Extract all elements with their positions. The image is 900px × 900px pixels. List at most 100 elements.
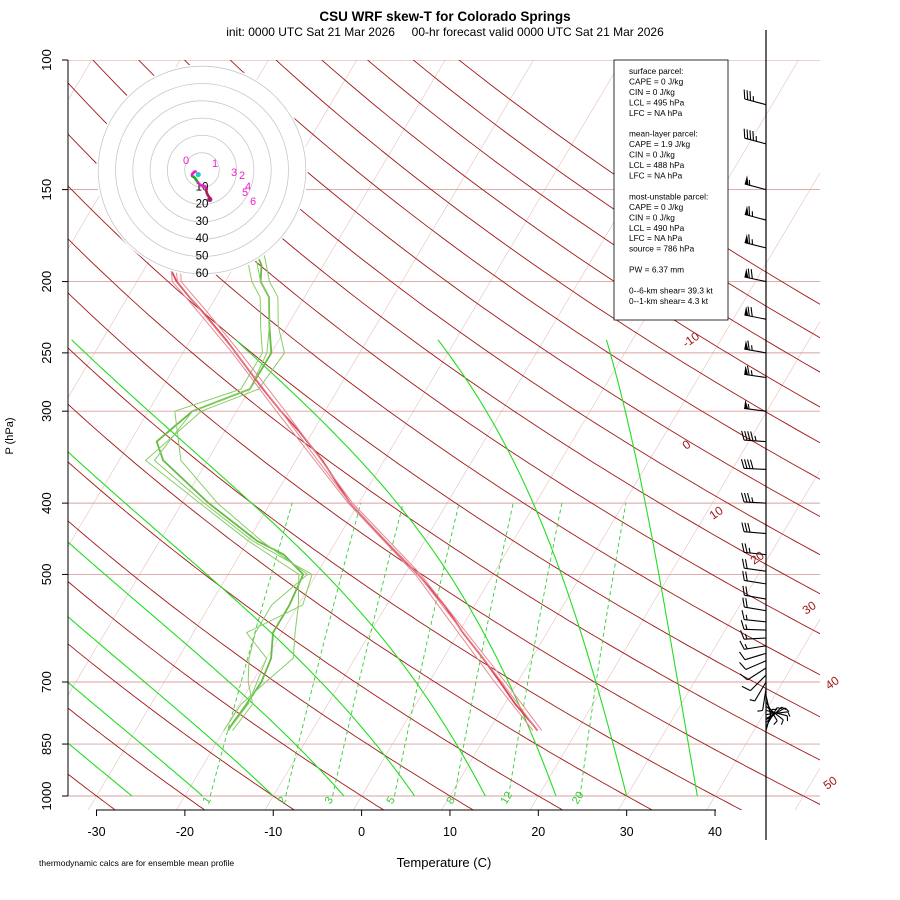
isobar-lines	[68, 60, 820, 797]
x-axis-title: Temperature (C)	[397, 855, 492, 870]
hodograph-end-marker	[207, 196, 213, 203]
wind-barb-shaft	[744, 213, 767, 221]
wind-barb-flag	[744, 175, 749, 185]
isotherm-line	[529, 321, 820, 810]
wind-barb-full	[750, 431, 754, 441]
wind-barb	[765, 695, 772, 720]
wind-barb	[742, 570, 767, 585]
wind-barb-shaft	[765, 695, 772, 717]
x-tick-label: -30	[87, 825, 105, 839]
wind-barb	[744, 399, 767, 412]
hodograph-height-label: 0	[183, 155, 189, 167]
info-box-line: LCL = 495 hPa	[629, 97, 685, 107]
wind-barb-full	[744, 522, 748, 533]
wind-barb-full	[743, 128, 746, 139]
wind-barb-full	[746, 459, 751, 469]
y-tick-label: 700	[39, 671, 54, 693]
wind-barb-full	[745, 586, 748, 596]
wind-barb-full	[747, 340, 750, 351]
y-axis-ticks: 100 150 200 250 300 400 500 700 850 1000	[39, 49, 68, 810]
y-tick-label: 200	[39, 271, 54, 293]
moist-adiabat-line	[71, 339, 486, 797]
wind-barb-full	[741, 610, 745, 620]
wind-barb-full	[744, 430, 748, 441]
wind-barb-full	[747, 268, 750, 279]
mixing-ratio-line	[394, 503, 460, 797]
wind-barb-full	[746, 129, 749, 139]
dewpoint-member-line	[153, 189, 313, 731]
wind-barb-full	[748, 206, 751, 216]
wind-barb-shaft	[744, 652, 767, 661]
info-box-line: 0--6-km shear= 39.3 kt	[629, 285, 713, 295]
dry-adiabat-line	[229, 60, 820, 480]
wind-barb-half	[754, 435, 757, 442]
mixing-ratio-line	[579, 503, 627, 797]
wind-barb	[744, 340, 767, 354]
wind-barb-shaft	[744, 619, 767, 623]
wind-barb-shaft	[744, 645, 767, 650]
wind-barb-full	[740, 459, 745, 469]
wind-barb	[740, 492, 767, 504]
wind-barb-full	[748, 234, 751, 244]
wind-barb	[741, 522, 767, 535]
info-box-line: CIN = 0 J/kg	[629, 212, 675, 222]
dry-adiabat-line	[68, 520, 475, 810]
x-tick-label: 10	[443, 825, 457, 839]
y-tick-label: 300	[39, 400, 54, 422]
wind-barb-shaft	[744, 594, 767, 600]
wind-barb	[742, 585, 767, 600]
axes	[67, 60, 716, 811]
wind-barb	[741, 558, 767, 572]
dry-adiabat-label: -10	[680, 329, 703, 351]
info-box-line: PW = 6.37 mm	[629, 265, 684, 275]
moist-adiabats	[68, 339, 698, 797]
wind-barb-shaft	[744, 567, 767, 572]
wind-barb	[742, 597, 767, 612]
wind-barb-half	[745, 624, 748, 630]
y-tick-label: 850	[39, 733, 54, 755]
wind-barb-half	[757, 709, 763, 712]
wind-barb-shaft	[750, 674, 767, 692]
info-box-line: CAPE = 0 J/kg	[629, 202, 684, 212]
wind-barb-full	[744, 543, 748, 553]
dry-adiabat-line	[68, 347, 743, 810]
isotherm-line	[176, 60, 623, 810]
wind-barb-shaft	[744, 98, 767, 106]
dry-adiabat-line	[68, 581, 385, 810]
wind-barb-flag	[744, 340, 749, 350]
mixing-ratio-line	[332, 502, 404, 797]
wind-barb-full	[749, 91, 752, 101]
wind-barb-flag	[744, 365, 749, 375]
hodograph-ring-label: 20	[196, 199, 209, 211]
wind-barb-shaft	[744, 439, 767, 443]
wind-barb-half	[744, 643, 748, 650]
wind-barb-full	[743, 492, 748, 503]
wind-barb-half	[773, 720, 778, 726]
wind-barb-full	[746, 493, 751, 503]
wind-barb-half	[780, 719, 784, 725]
info-box-line: source = 786 hPa	[629, 244, 695, 254]
y-tick-label: 1000	[39, 782, 54, 811]
wind-barb-full	[739, 662, 747, 670]
info-box-line: CIN = 0 J/kg	[629, 87, 675, 97]
moist-adiabat-line	[605, 339, 698, 797]
y-tick-label: 100	[39, 49, 54, 71]
hodograph-start-marker	[195, 171, 201, 178]
mixing-ratio-line	[454, 503, 514, 797]
chart-title: CSU WRF skew-T for Colorado Springs	[319, 9, 570, 24]
dry-adiabat-line	[68, 82, 820, 635]
dry-adiabat-label: 30	[800, 598, 819, 617]
hodograph-ring	[166, 134, 237, 205]
hodograph-height-label: 1	[212, 158, 218, 170]
hodograph-ring	[97, 65, 307, 275]
wind-barb-full	[743, 89, 746, 100]
hodograph-height-label: 5	[242, 187, 248, 199]
wind-barb-half	[744, 633, 748, 640]
wind-barb-flag	[744, 399, 749, 409]
hodograph-ring-label: 40	[196, 233, 209, 245]
chart-subtitle: init: 0000 UTC Sat 21 Mar 2026 00-hr for…	[226, 25, 664, 39]
dry-adiabat-line	[68, 185, 820, 718]
mixing-ratio-label: 2	[276, 795, 289, 807]
